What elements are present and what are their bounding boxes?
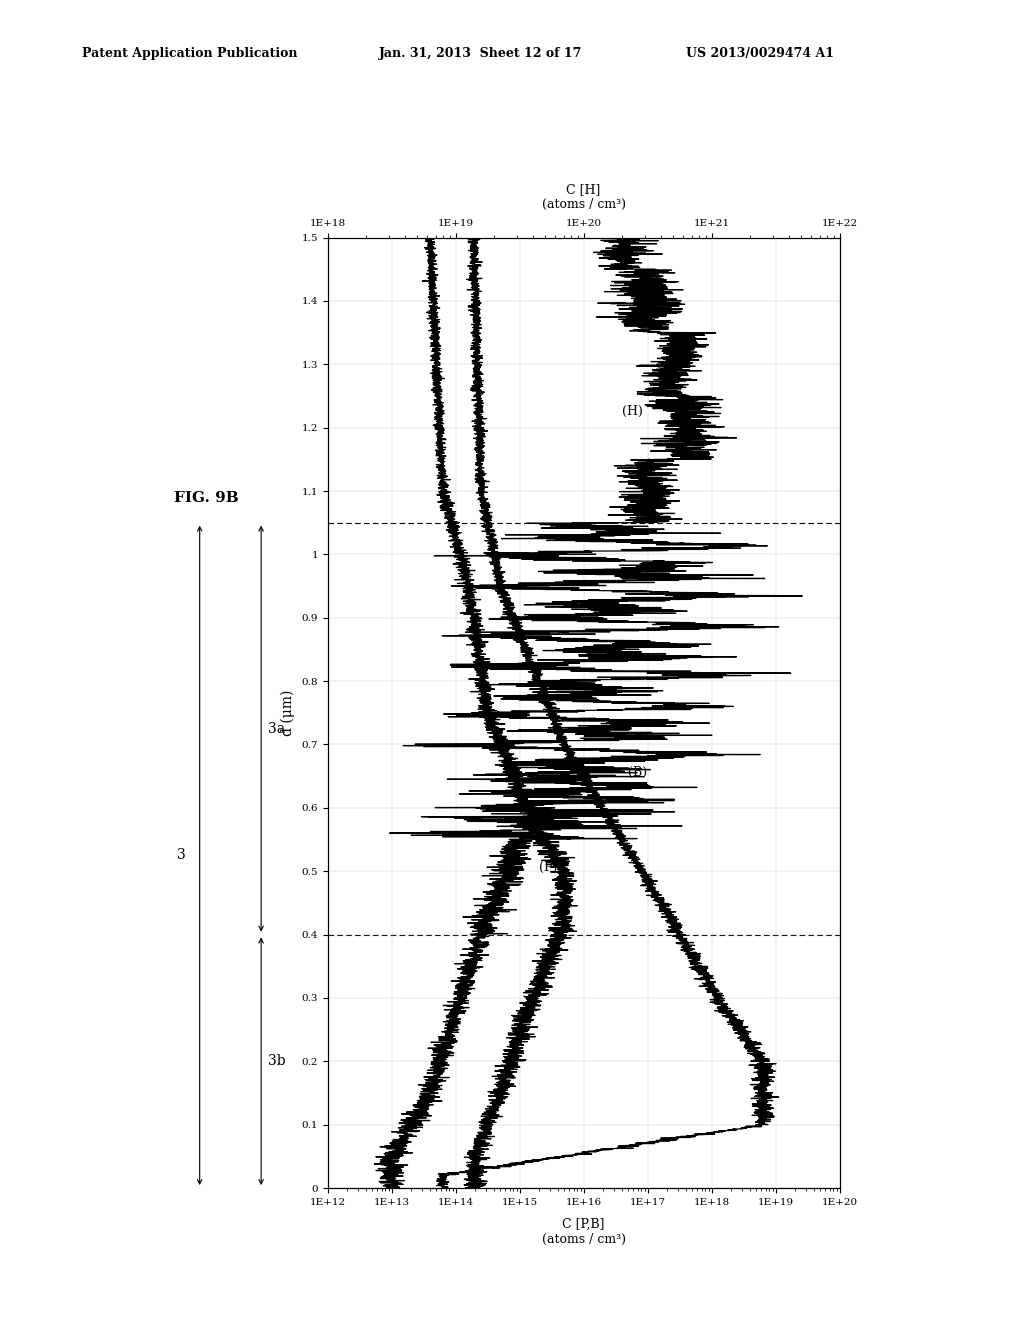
- Text: 3: 3: [177, 849, 185, 862]
- Text: (B): (B): [629, 766, 647, 779]
- Text: Patent Application Publication: Patent Application Publication: [82, 46, 297, 59]
- X-axis label: C [H]
(atoms / cm³): C [H] (atoms / cm³): [542, 182, 626, 211]
- Text: 3b: 3b: [267, 1055, 286, 1068]
- Text: 3a: 3a: [268, 722, 285, 735]
- Text: (H): (H): [623, 405, 643, 418]
- X-axis label: C [P,B]
(atoms / cm³): C [P,B] (atoms / cm³): [542, 1218, 626, 1246]
- Text: FIG. 9B: FIG. 9B: [174, 491, 239, 504]
- Text: (P): (P): [539, 861, 557, 874]
- Text: Jan. 31, 2013  Sheet 12 of 17: Jan. 31, 2013 Sheet 12 of 17: [379, 46, 583, 59]
- Y-axis label: d (μm): d (μm): [281, 689, 295, 737]
- Text: US 2013/0029474 A1: US 2013/0029474 A1: [686, 46, 835, 59]
